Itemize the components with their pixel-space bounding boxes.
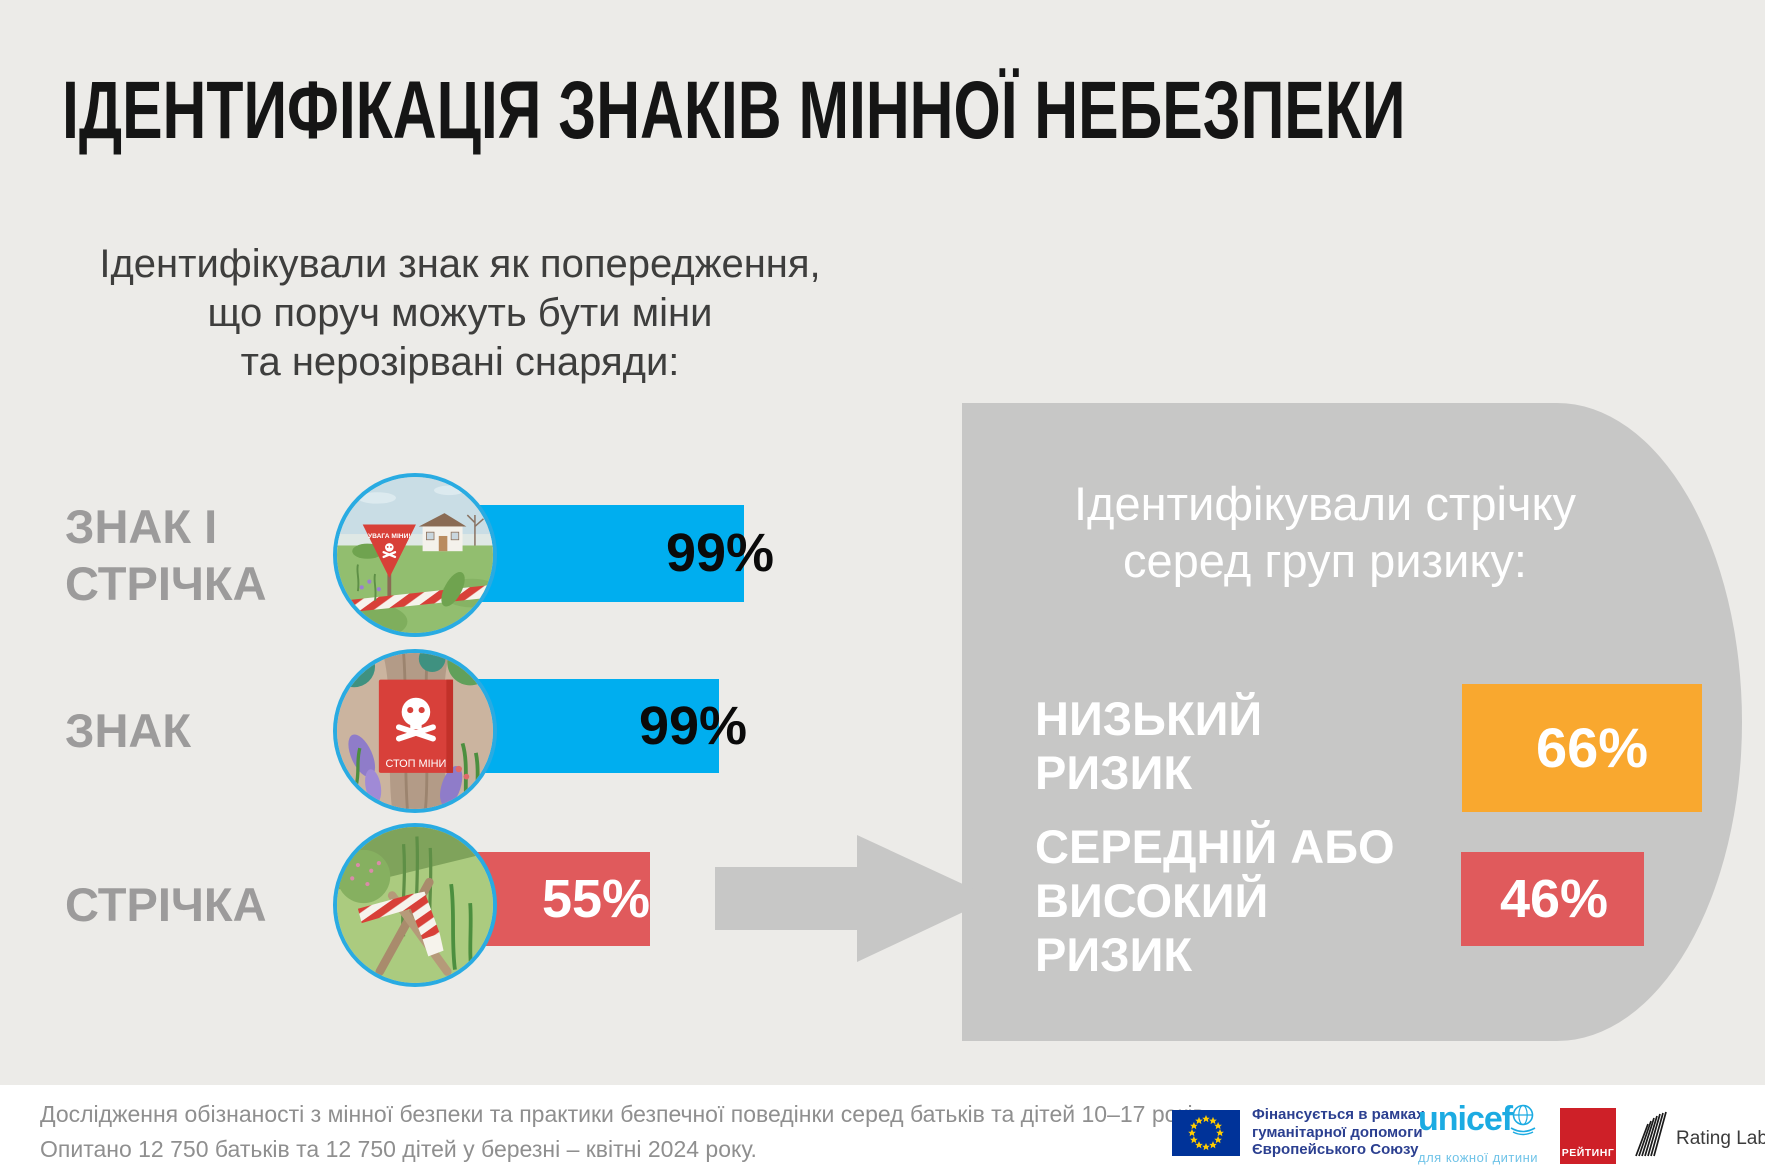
bar-low-risk	[1462, 684, 1702, 812]
sign-text-uvaga-miny: УВАГА МІНИ!	[368, 533, 411, 540]
stop-mines-sign-icon: СТОП МІНИ	[337, 653, 493, 809]
row-label-line: ЗНАК І	[65, 500, 218, 553]
rating-group-label: РЕЙТИНГ	[1561, 1147, 1615, 1159]
risk-panel-heading: Ідентифікували стрічку серед груп ризику…	[992, 475, 1658, 589]
row-label-sign-and-tape: ЗНАК І СТРІЧКА	[65, 498, 267, 612]
footer-band	[0, 1085, 1765, 1173]
left-chart-subtitle: Ідентифікували знак як попередження, що …	[20, 240, 900, 387]
row-label-sign: ЗНАК	[65, 704, 192, 757]
risk-heading-line-1: Ідентифікували стрічку	[1073, 477, 1577, 530]
arrow-right-icon	[715, 835, 993, 962]
eu-text-line-2: гуманітарної допомоги	[1252, 1123, 1423, 1141]
unicef-tagline: для кожної дитини	[1418, 1150, 1539, 1165]
unicef-globe-icon	[1510, 1104, 1536, 1136]
risk-label-line: ВИСОКИЙ	[1035, 874, 1269, 927]
illustration-warning-tape	[333, 823, 497, 987]
subtitle-line-1: Ідентифікували знак як попередження,	[99, 242, 821, 286]
rating-lab-icon	[1635, 1111, 1667, 1157]
bar-mid-high-risk	[1461, 852, 1644, 946]
value-tape: 55%	[541, 869, 651, 929]
risk-label-mid-high: СЕРЕДНІЙ АБО ВИСОКИЙ РИЗИК	[1035, 820, 1395, 982]
risk-label-line: РИЗИК	[1035, 746, 1193, 799]
risk-label-line: РИЗИК	[1035, 928, 1193, 981]
value-mid-high-risk: 46%	[1499, 869, 1609, 929]
value-sign: 99%	[638, 696, 748, 756]
rating-group-logo: РЕЙТИНГ	[1560, 1108, 1616, 1164]
risk-label-line: СЕРЕДНІЙ АБО	[1035, 820, 1395, 873]
eu-text-line-3: Європейського Союзу	[1252, 1141, 1419, 1158]
subtitle-line-3: та нерозірвані снаряди:	[240, 340, 680, 384]
subtitle-line-2: що поруч можуть бути міни	[207, 291, 713, 335]
footer-note-line-2: Опитано 12 750 батьків та 12 750 дітей у…	[40, 1136, 757, 1162]
mine-field-scene-icon: УВАГА МІНИ!	[337, 477, 493, 633]
eu-text-line-1: Фінансується в рамках	[1252, 1106, 1425, 1123]
sign-text-stop-miny: СТОП МІНИ	[385, 758, 446, 770]
illustration-mine-sign-on-tree: СТОП МІНИ	[333, 649, 497, 813]
value-low-risk: 66%	[1535, 716, 1649, 779]
page-title: ІДЕНТИФІКАЦІЯ ЗНАКІВ МІННОЇ НЕБЕЗПЕКИ	[62, 65, 1406, 156]
unicef-wordmark: unicef	[1418, 1100, 1513, 1138]
eu-funding-text: Фінансується в рамках гуманітарної допом…	[1252, 1106, 1424, 1159]
eu-flag-icon	[1172, 1110, 1240, 1156]
row-label-tape: СТРІЧКА	[65, 878, 267, 931]
rating-lab-label: Rating Lab	[1676, 1128, 1765, 1149]
risk-label-line: НИЗЬКИЙ	[1035, 692, 1263, 745]
value-sign-and-tape: 99%	[665, 523, 775, 583]
illustration-mine-sign-and-tape: УВАГА МІНИ!	[333, 473, 497, 637]
risk-label-low: НИЗЬКИЙ РИЗИК	[1035, 692, 1262, 800]
warning-tape-icon	[337, 827, 493, 983]
risk-heading-line-2: серед груп ризику:	[1123, 534, 1527, 587]
row-label-line: СТРІЧКА	[65, 557, 267, 610]
footer-note-line-1: Дослідження обізнаності з мінної безпеки…	[40, 1101, 1212, 1127]
footer-note: Дослідження обізнаності з мінної безпеки…	[40, 1097, 1211, 1167]
tape-ribbon	[357, 891, 444, 957]
